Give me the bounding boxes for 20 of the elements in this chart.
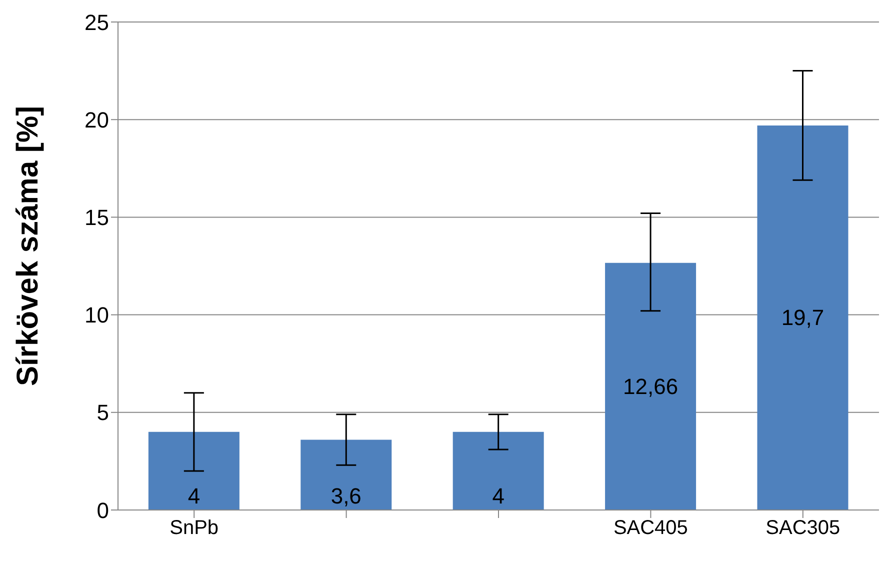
y-tick-label: 15 <box>84 205 109 230</box>
data-label: 19,7 <box>781 305 824 330</box>
x-tick-label: SAC305 <box>766 517 840 540</box>
data-label: 12,66 <box>623 374 678 399</box>
data-label: 4 <box>188 484 200 508</box>
bar <box>757 125 848 510</box>
x-tick-label: SnPb <box>170 517 219 540</box>
y-axis-title: Sírkövek száma [%] <box>12 106 45 386</box>
data-label: 3,6 <box>330 484 362 508</box>
y-tick-label: 25 <box>84 10 109 35</box>
y-tick-label: 10 <box>84 302 109 328</box>
y-tick-label: 5 <box>96 400 109 426</box>
bar <box>605 262 696 510</box>
bar <box>148 432 240 510</box>
y-tick-label: 0 <box>96 498 109 523</box>
bar <box>452 432 544 510</box>
bar <box>300 440 392 510</box>
x-tick-label: SAC405 <box>613 517 688 540</box>
y-tick-label: 20 <box>84 107 109 132</box>
data-label: 4 <box>492 484 504 508</box>
